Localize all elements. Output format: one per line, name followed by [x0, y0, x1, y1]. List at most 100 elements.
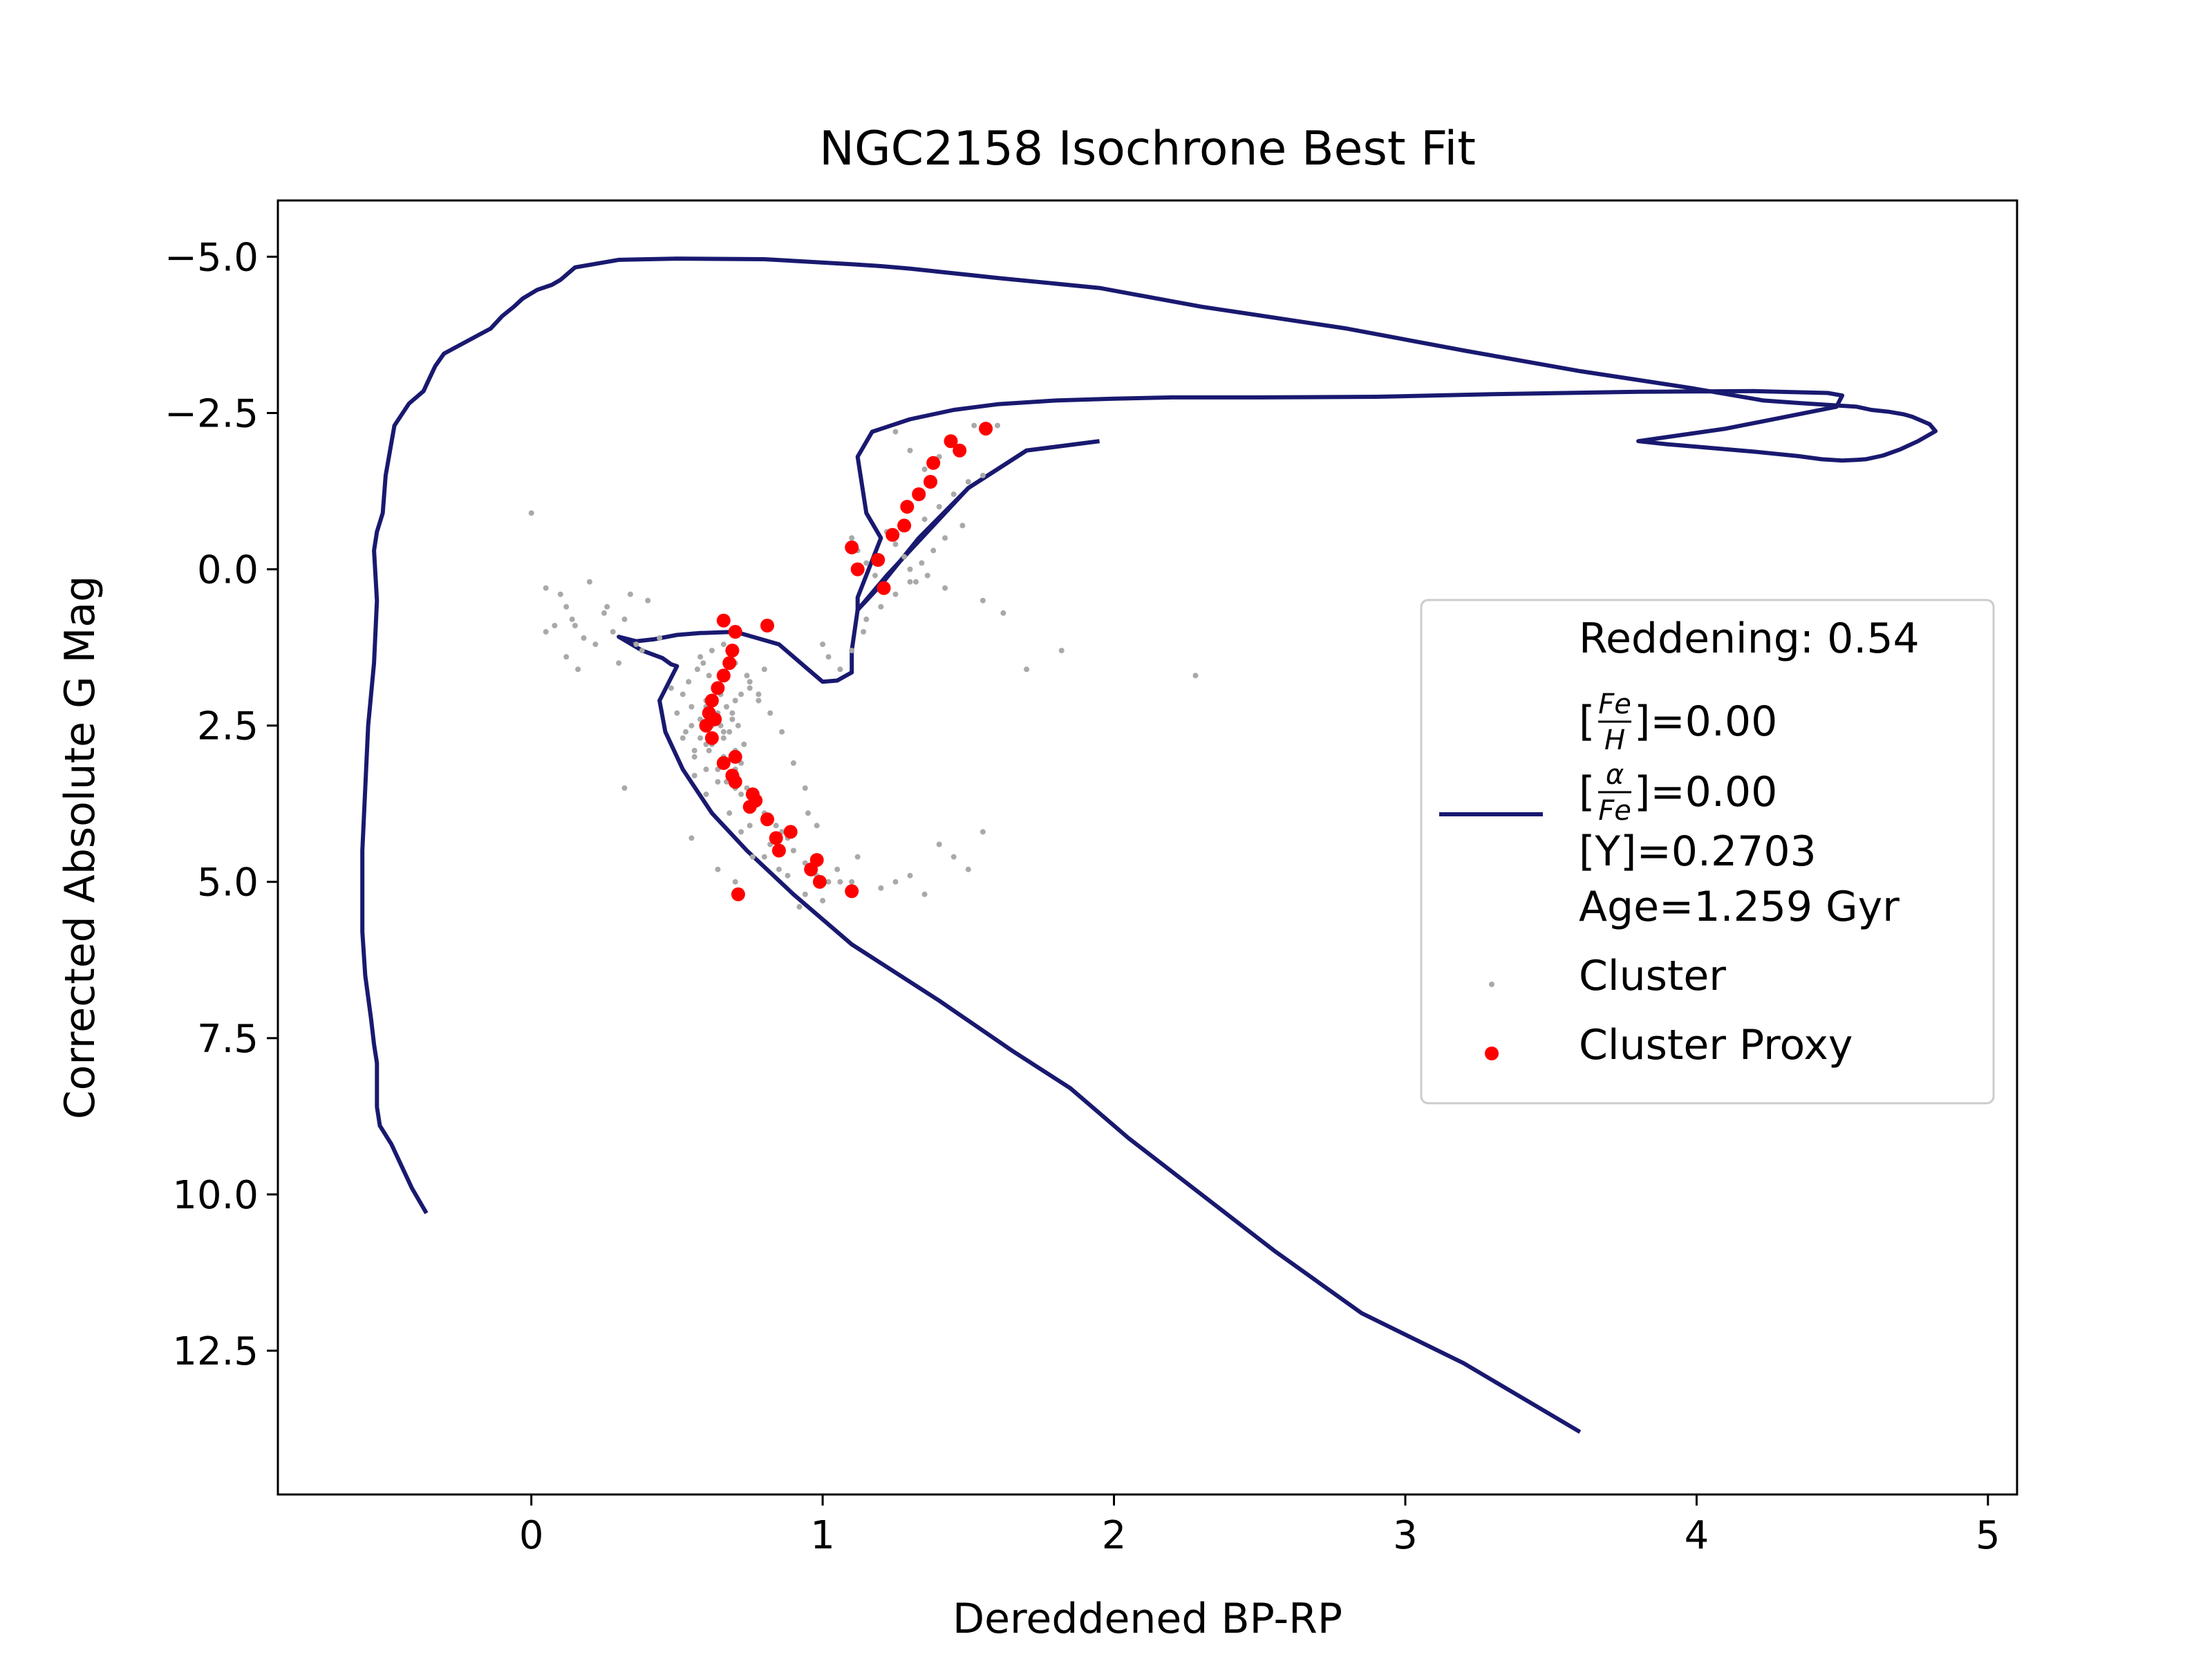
cluster-point	[761, 854, 767, 860]
cluster-point	[965, 866, 971, 872]
cluster-point	[878, 885, 884, 891]
cluster-point	[837, 879, 843, 885]
cluster-proxy-point	[771, 843, 786, 858]
cluster-point	[892, 879, 899, 885]
cluster-point	[639, 648, 645, 654]
cluster-proxy-point	[704, 693, 719, 708]
cluster-point	[796, 903, 803, 910]
plot-area	[360, 256, 1938, 1434]
cluster-point	[729, 710, 735, 716]
cluster-point	[674, 710, 680, 716]
cluster-point	[691, 747, 697, 753]
cluster-point	[724, 704, 729, 710]
cluster-point	[1192, 673, 1199, 679]
legend-age: Age=1.259 Gyr	[1579, 883, 1900, 931]
cluster-point	[756, 697, 762, 704]
cluster-point	[610, 629, 616, 635]
y-tick-label: 10.0	[172, 1173, 259, 1218]
cluster-proxy-point	[760, 619, 774, 632]
legend-alpha-open: [	[1579, 768, 1595, 816]
cluster-point	[950, 491, 957, 497]
cluster-point	[942, 585, 948, 591]
legend-alpha-numerator: α	[1606, 759, 1624, 791]
cluster-point	[767, 710, 774, 716]
cluster-proxy-point	[760, 812, 774, 827]
x-axis-ticks: 0 1 2 3 4 5	[519, 1494, 2000, 1558]
y-tick-label: 7.5	[197, 1017, 259, 1062]
legend-feh-open: [	[1579, 697, 1595, 746]
cluster-point	[849, 648, 855, 654]
x-tick-label: 5	[1976, 1513, 2000, 1558]
cluster-proxy-point	[711, 681, 725, 695]
cluster-proxy-point	[731, 887, 745, 901]
cluster-point	[720, 735, 727, 741]
cluster-point	[688, 722, 695, 729]
cluster-proxy-point	[722, 656, 737, 671]
y-tick-label: 2.5	[197, 704, 259, 749]
cluster-point	[679, 691, 686, 697]
legend-alpha-value: ]=0.00	[1634, 768, 1777, 816]
cluster-point	[563, 603, 570, 610]
cluster-proxy-point	[716, 668, 731, 683]
cluster-point	[715, 866, 721, 872]
cluster-point	[627, 591, 633, 597]
cluster-point	[980, 597, 986, 603]
cluster-point	[621, 785, 628, 791]
cluster-point	[872, 572, 878, 579]
cluster-proxy-point	[769, 831, 783, 845]
y-tick-label: −2.5	[165, 391, 259, 436]
cluster-proxy-point	[926, 456, 941, 470]
cluster-point	[863, 560, 870, 566]
x-tick-label: 3	[1393, 1513, 1418, 1558]
cluster-point	[761, 666, 767, 673]
cluster-point	[849, 535, 855, 541]
cluster-point	[790, 760, 796, 766]
cluster-point	[703, 791, 709, 798]
cluster-proxy-point	[850, 562, 865, 577]
cluster-point	[715, 779, 721, 785]
cluster-point	[616, 660, 622, 666]
cluster-proxy-point	[699, 718, 713, 733]
cluster-point	[924, 572, 930, 579]
cluster-point	[837, 666, 843, 673]
cluster-point	[936, 841, 942, 847]
cluster-point	[749, 854, 756, 860]
cluster-proxy-point	[783, 825, 798, 839]
cluster-point	[621, 616, 628, 622]
cluster-point	[691, 753, 697, 760]
cluster-point	[1024, 666, 1030, 673]
cluster-proxy-point	[845, 884, 859, 899]
cluster-point	[907, 579, 913, 585]
legend-reddening: Reddening: 0.54	[1579, 615, 1920, 663]
cluster-point	[727, 810, 733, 816]
cluster-point	[980, 472, 986, 478]
cluster-point	[776, 866, 782, 872]
cluster-proxy-point	[877, 581, 891, 595]
legend-frame	[1420, 599, 1995, 1105]
cluster-point	[732, 879, 738, 885]
cluster-point	[686, 679, 692, 685]
cluster-point	[668, 685, 674, 691]
cluster-point	[703, 767, 709, 772]
cluster-point	[785, 872, 791, 879]
cluster-point	[633, 641, 639, 648]
cluster-point	[683, 729, 688, 735]
cluster-point	[569, 616, 575, 622]
cluster-proxy-point	[953, 443, 967, 458]
cluster-proxy-point	[812, 874, 827, 889]
legend-helium: [Y]=0.2703	[1579, 827, 1817, 876]
cluster-point	[586, 579, 592, 585]
legend-feh-numerator: Fe	[1598, 688, 1631, 720]
cluster-point	[965, 479, 971, 485]
cluster-point	[738, 791, 744, 798]
cluster-point	[706, 747, 712, 753]
cluster-point	[727, 729, 733, 735]
cluster-proxy-point	[944, 434, 958, 449]
x-tick-label: 0	[519, 1513, 544, 1558]
cluster-point	[861, 629, 867, 635]
cluster-point	[738, 829, 744, 835]
cluster-point	[697, 735, 704, 741]
cluster-proxy-point	[885, 527, 900, 542]
x-tick-label: 4	[1685, 1513, 1709, 1558]
cluster-point	[528, 510, 534, 516]
